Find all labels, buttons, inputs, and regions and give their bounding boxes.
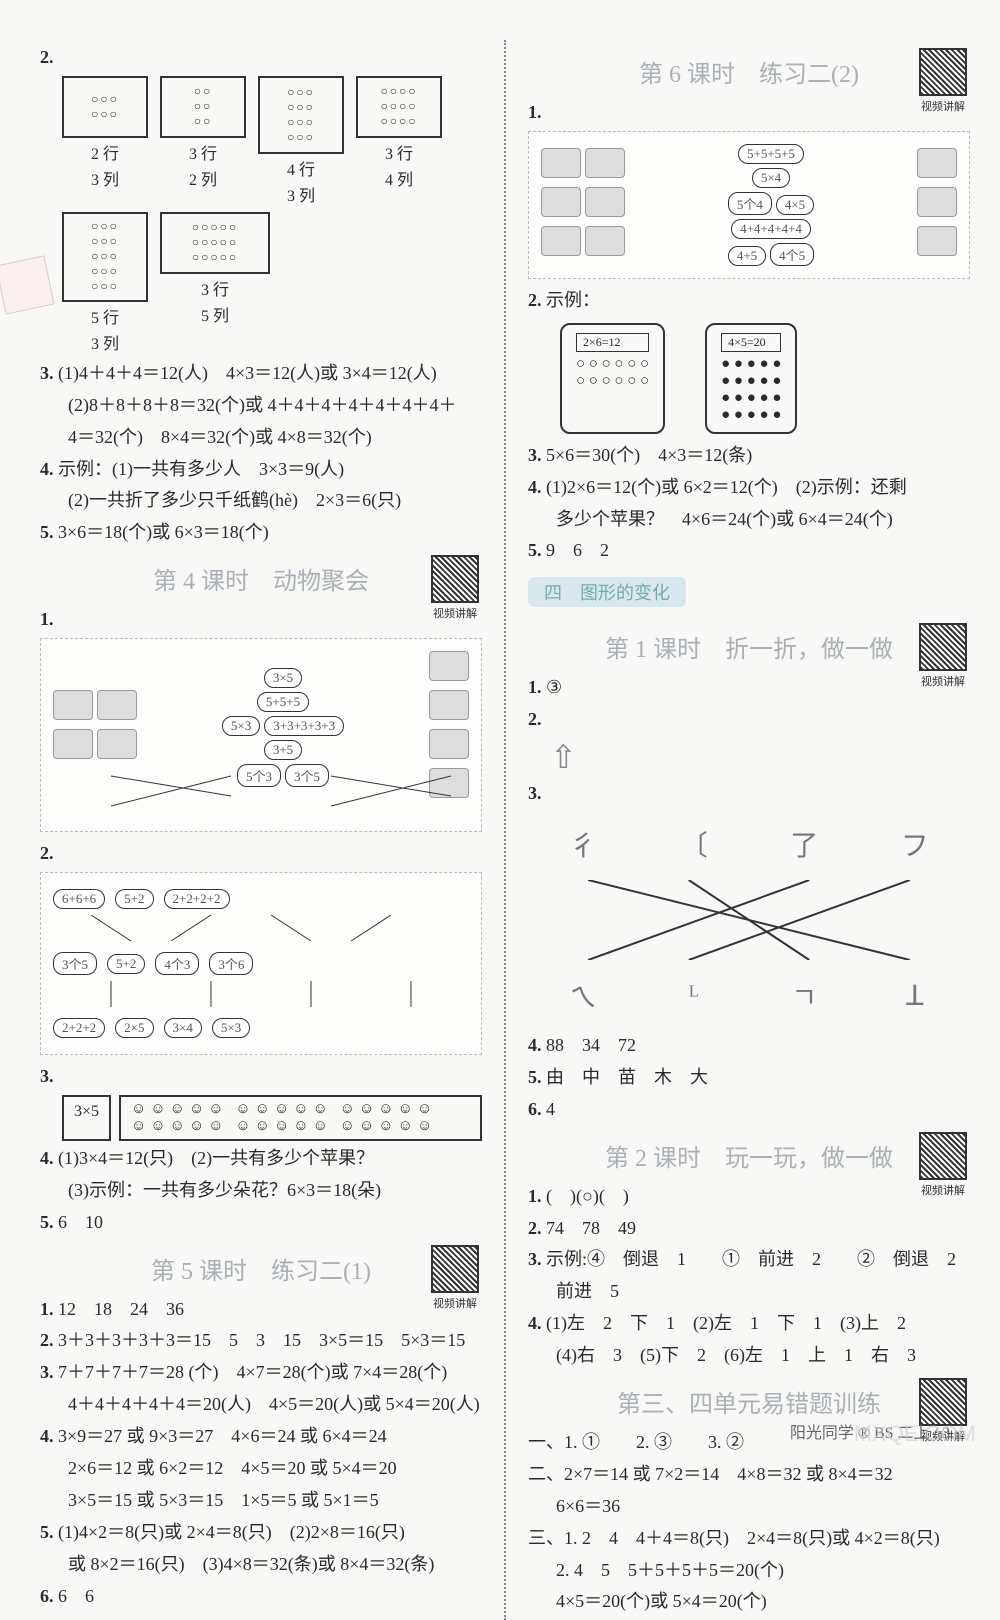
l6-q2: 2. 示例： xyxy=(528,287,970,315)
l4-q2: 2. xyxy=(40,840,482,868)
arrow-icon: ⇧ xyxy=(550,738,970,776)
l6-q3: 3. 5×6＝30(个) 4×3＝12(条) xyxy=(528,442,970,470)
q2-cell: ○○○○○○○○○○○○ 3 行4 列 xyxy=(356,76,442,206)
text: 示例：(1)一共有多少人 3×3＝9(人) xyxy=(58,459,344,479)
q2-cell: ○○○○○○ 3 行2 列 xyxy=(160,76,246,206)
l6-q4: 4. (1)2×6＝12(个)或 6×2＝12(个) (2)示例：还剩 xyxy=(528,474,970,502)
text: 3×6＝18(个)或 6×3＝18(个) xyxy=(58,522,269,542)
q3-line: 3. (1)4＋4＋4＝12(人) 4×3＝12(人)或 3×4＝12(人) xyxy=(40,360,482,388)
q2-grid-row2: ○○○○○○○○○○○○○○○ 5 行3 列 ○○○○○○○○○○○○○○○ 3… xyxy=(62,212,482,354)
q2-cell: ○○○○○○○○○○○○○○○ 3 行5 列 xyxy=(160,212,270,354)
array-box: 4×5=20 ● ● ● ● ● ● ● ● ● ● ● ● ● ● ● ● ●… xyxy=(705,323,797,434)
l4-q2-diagram: 6+6+6 5+2 2+2+2+2 3个5 5+2 4个3 3个6 2+2+2 … xyxy=(40,872,482,1055)
symmetry-diagram: ⼻ 〔 了 フ ㄟ ᴸ ㄱ ꓕ xyxy=(528,814,970,1026)
q2-grid-row1: ○○○○○○ 2 行3 列 ○○○○○○ 3 行2 列 ○○○○○○○○○○○○… xyxy=(62,76,482,206)
qr-icon: 视频讲解 xyxy=(916,48,970,114)
lesson4-title: 第 4 课时 动物聚会 视频讲解 xyxy=(40,561,482,596)
lesson6-title: 第 6 课时 练习二(2) 视频讲解 xyxy=(528,54,970,89)
l4-q4: 4. (1)3×4＝12(只) (2)一共有多少个苹果？ xyxy=(40,1145,482,1173)
l4-q1-diagram: 3×5 5+5+5 5×33+3+3+3+3 3+5 5个33个5 xyxy=(40,638,482,832)
r1-q5: 5. 由 中 苗 木 大 xyxy=(528,1064,970,1092)
q5-line: 5. 3×6＝18(个)或 6×3＝18(个) xyxy=(40,519,482,547)
lesson-err-title: 第三、四单元易错题训练 视频讲解 xyxy=(528,1384,970,1419)
lesson-r2-title: 第 2 课时 玩一玩，做一做 视频讲解 xyxy=(528,1138,970,1173)
l5-q3: 3. 7＋7＋7＋7＝28 (个) 4×7＝28(个)或 7×4＝28(个) xyxy=(40,1359,482,1387)
q2-cell: ○○○○○○○○○○○○○○○ 5 行3 列 xyxy=(62,212,148,354)
qr-icon: 视频讲解 xyxy=(428,555,482,621)
q2-cell: ○○○○○○ 2 行3 列 xyxy=(62,76,148,206)
err-l2: 二、2×7＝14 或 7×2＝14 4×8＝32 或 8×4＝32 xyxy=(528,1461,970,1489)
q3-line: 4＝32(个) 8×4＝32(个)或 4×8＝32(个) xyxy=(40,424,482,452)
lesson-r1-title: 第 1 课时 折一折，做一做 视频讲解 xyxy=(528,629,970,664)
l5-q5: 5. (1)4×2＝8(只)或 2×4＝8(只) (2)2×8＝16(只) xyxy=(40,1519,482,1547)
qr-icon: 视频讲解 xyxy=(428,1245,482,1311)
r1-q2: 2. xyxy=(528,706,970,734)
r1-q3: 3. xyxy=(528,780,970,808)
qr-icon: 视频讲解 xyxy=(916,623,970,689)
err-l3: 三、1. 2 4 4＋4＝8(只) 2×4＝8(只)或 4×2＝8(只) xyxy=(528,1525,970,1553)
l4-q3-box: 3×5 ☺☺☺☺☺ ☺☺☺☺☺ ☺☺☺☺☺ ☺☺☺☺☺ ☺☺☺☺☺ ☺☺☺☺☺ xyxy=(62,1095,482,1141)
r2-q2: 2. 74 78 49 xyxy=(528,1215,970,1243)
l4-q3: 3. xyxy=(40,1063,482,1091)
r2-q1: 1. ( )(○)( ) xyxy=(528,1183,970,1211)
q4-line: 4. 示例：(1)一共有多少人 3×3＝9(人) xyxy=(40,456,482,484)
unit-header: 四 图形的变化 xyxy=(528,569,970,615)
lesson5-title: 第 5 课时 练习二(1) 视频讲解 xyxy=(40,1251,482,1286)
l4-q1: 1. xyxy=(40,606,482,634)
l6-q5: 5. 9 6 2 xyxy=(528,537,970,565)
page: 2. ○○○○○○ 2 行3 列 ○○○○○○ 3 行2 列 ○○○○○○○○○… xyxy=(40,40,970,1620)
r1-q6: 6. 4 xyxy=(528,1096,970,1124)
l6-q2-boxes: 2×6=12 ○ ○ ○ ○ ○ ○ ○ ○ ○ ○ ○ ○ 4×5=20 ● … xyxy=(550,319,970,438)
column-divider xyxy=(504,40,506,1620)
l5-q4: 4. 3×9＝27 或 9×3＝27 4×6＝24 或 6×4＝24 xyxy=(40,1423,482,1451)
text: (1)4＋4＋4＝12(人) 4×3＝12(人)或 3×4＝12(人) xyxy=(58,363,437,383)
qr-icon: 视频讲解 xyxy=(916,1132,970,1198)
q4-line: (2)一共折了多少只千纸鹤(hè) 2×3＝6(只) xyxy=(40,487,482,515)
r1-q4: 4. 88 34 72 xyxy=(528,1032,970,1060)
l6-q1-diagram: 5+5+5+5 5×4 5个44×5 4+4+4+4+4 4+54个5 xyxy=(528,131,970,279)
l6-q1: 1. xyxy=(528,99,970,127)
right-column: 第 6 课时 练习二(2) 视频讲解 1. 5+5+5+5 5×4 5个44×5… xyxy=(528,40,970,1620)
l5-q2: 2. 3＋3＋3＋3＋3＝15 5 3 15 3×5＝15 5×3＝15 xyxy=(40,1327,482,1355)
q3-line: (2)8＋8＋8＋8＝32(个)或 4＋4＋4＋4＋4＋4＋4＋ xyxy=(40,392,482,420)
array-box: 2×6=12 ○ ○ ○ ○ ○ ○ ○ ○ ○ ○ ○ ○ xyxy=(560,323,665,434)
q2-cell: ○○○○○○○○○○○○ 4 行3 列 xyxy=(258,76,344,206)
watermark: MXQE.COM xyxy=(854,1421,976,1447)
l5-q6: 6. 6 6 xyxy=(40,1583,482,1611)
r2-q3: 3. 示例:④ 倒退 1 ① 前进 2 ② 倒退 2 xyxy=(528,1246,970,1274)
r1-q1: 1. ③ xyxy=(528,674,970,702)
r2-q4: 4. (1)左 2 下 1 (2)左 1 下 1 (3)上 2 xyxy=(528,1310,970,1338)
l5-q1: 1. 12 18 24 36 xyxy=(40,1296,482,1324)
title-text: 第 4 课时 动物聚会 xyxy=(153,569,369,595)
left-column: 2. ○○○○○○ 2 行3 列 ○○○○○○ 3 行2 列 ○○○○○○○○○… xyxy=(40,40,482,1620)
q2-label: 2. xyxy=(40,44,482,72)
l4-q5: 5. 6 10 xyxy=(40,1209,482,1237)
